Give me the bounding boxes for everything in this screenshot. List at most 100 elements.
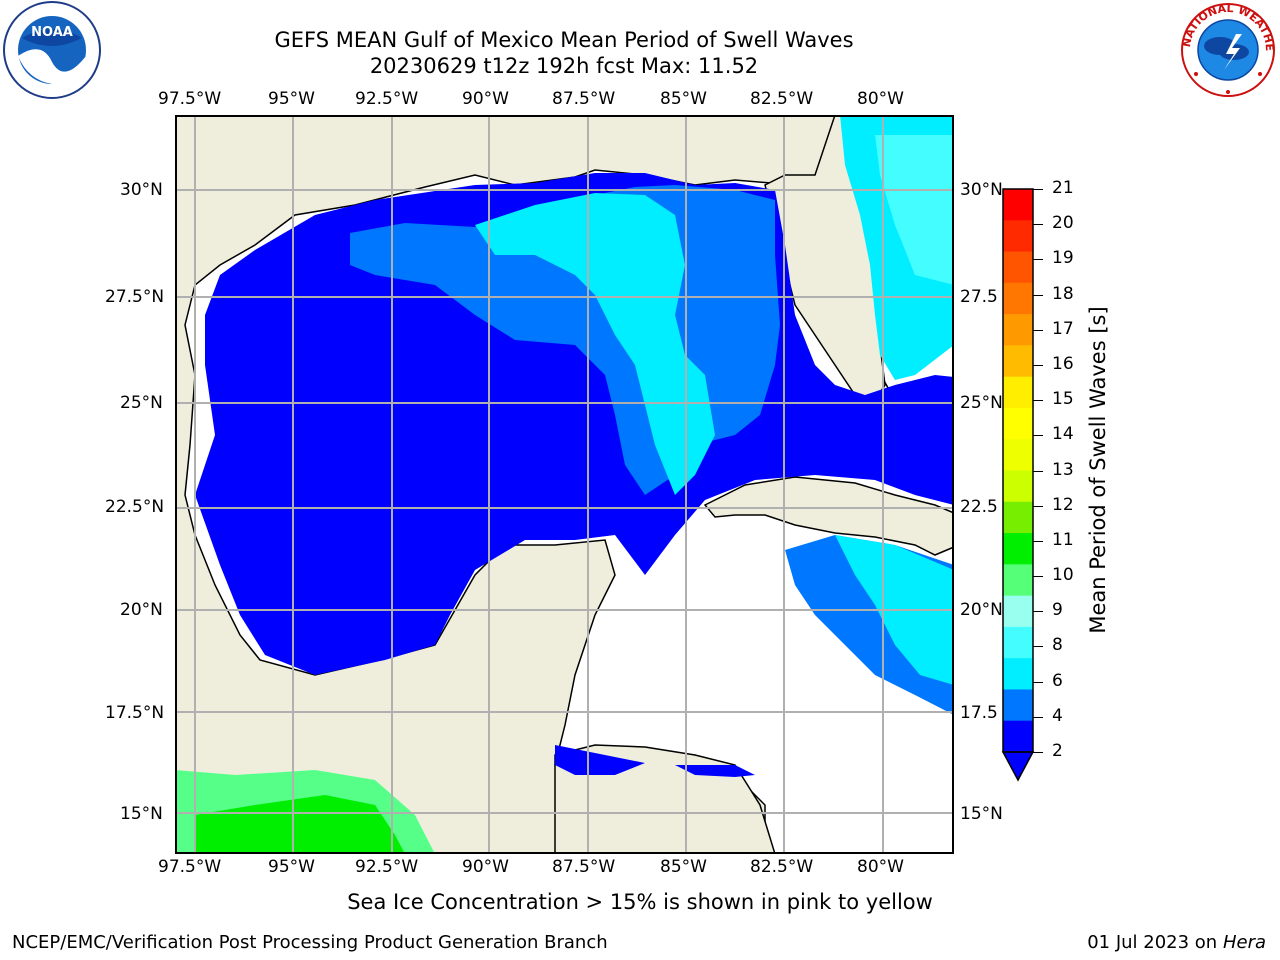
colorbar-tick-mark: [1033, 294, 1043, 296]
sea-ice-note: Sea Ice Concentration > 15% is shown in …: [347, 890, 933, 914]
map-frame: [175, 115, 954, 854]
swell-region-yucatan-east: [675, 765, 755, 777]
colorbar-segment: [1003, 533, 1033, 565]
colorbar-tick-label: 11: [1052, 529, 1074, 550]
colorbar-segment: [1003, 470, 1033, 503]
lon-label-top: 80°W: [857, 89, 904, 109]
plot-title-line1: GEFS MEAN Gulf of Mexico Mean Period of …: [274, 28, 854, 52]
lon-label-top: 95°W: [268, 89, 315, 109]
colorbar-segments: [1003, 189, 1033, 753]
lon-label-bottom: 82.5°W: [750, 857, 814, 877]
date-stamp: 01 Jul 2023 on Hera: [1087, 932, 1266, 953]
colorbar-tick-label: 10: [1052, 565, 1074, 586]
colorbar-tick-label: 6: [1052, 670, 1063, 691]
colorbar: [1001, 188, 1035, 782]
lat-label-left: 15°N: [120, 804, 163, 824]
plot-title-line2: 20230629 t12z 192h fcst Max: 11.52: [369, 54, 759, 78]
colorbar-tick-label: 19: [1052, 248, 1074, 269]
lon-label-bottom: 97.5°W: [158, 857, 222, 877]
lat-label-right: 17.5: [960, 703, 998, 723]
colorbar-tick-label: 14: [1052, 424, 1074, 445]
lon-label-top: 90°W: [462, 89, 509, 109]
colorbar-extend-arrow: [1001, 751, 1035, 782]
lon-label-bottom: 85°W: [660, 857, 707, 877]
lat-label-right: 15°N: [960, 804, 1003, 824]
lon-label-top: 87.5°W: [552, 89, 616, 109]
swell-region-atlantic-light: [875, 135, 954, 285]
graticule: [175, 115, 954, 854]
colorbar-tick-mark: [1033, 364, 1043, 366]
colorbar-tick-label: 20: [1052, 213, 1074, 234]
colorbar-tick-label: 18: [1052, 283, 1074, 304]
credit-text: NCEP/EMC/Verification Post Processing Pr…: [12, 932, 608, 953]
colorbar-segment: [1003, 376, 1033, 409]
lon-label-bottom: 87.5°W: [552, 857, 616, 877]
colorbar-tick-mark: [1033, 400, 1043, 402]
lat-label-left: 30°N: [120, 180, 163, 200]
lon-label-top: 85°W: [660, 89, 707, 109]
colorbar-tick-mark: [1033, 259, 1043, 261]
colorbar-tick-mark: [1033, 540, 1043, 542]
colorbar-tick-label: 17: [1052, 318, 1074, 339]
colorbar-tick-mark: [1033, 224, 1043, 226]
lat-label-left: 20°N: [120, 600, 163, 620]
lat-label-left: 27.5°N: [105, 287, 165, 307]
lon-label-top: 97.5°W: [158, 89, 222, 109]
colorbar-segment: [1003, 595, 1033, 628]
colorbar-tick-mark: [1033, 329, 1043, 331]
colorbar-segment: [1003, 189, 1033, 221]
colorbar-tick-label: 12: [1052, 494, 1074, 515]
colorbar-tick-label: 13: [1052, 459, 1074, 480]
lat-label-left: 22.5°N: [105, 497, 165, 517]
colorbar-segment: [1003, 658, 1033, 690]
colorbar-tick-label: 16: [1052, 353, 1074, 374]
colorbar-tick-mark: [1033, 681, 1043, 683]
lon-label-top: 82.5°W: [750, 89, 814, 109]
colorbar-tick-label: 2: [1052, 741, 1063, 761]
lon-label-bottom: 92.5°W: [355, 857, 419, 877]
date-text: 01 Jul 2023 on: [1087, 932, 1223, 953]
lat-label-left: 25°N: [120, 393, 163, 413]
colorbar-label: Mean Period of Swell Waves [s]: [1086, 306, 1110, 634]
colorbar-tick-label: 8: [1052, 635, 1063, 656]
lat-label-right: 25°N: [960, 393, 1003, 413]
swell-region-honduras: [555, 745, 645, 775]
map-panel: [175, 115, 954, 854]
lat-label-right: 27.5: [960, 287, 998, 307]
colorbar-tick-mark: [1033, 646, 1043, 648]
colorbar-tick-label: 15: [1052, 389, 1074, 410]
nws-logo: NATIONAL WEATHER SERVICE: [1176, 0, 1276, 97]
colorbar-segment: [1003, 720, 1033, 753]
colorbar-tick-label: 21: [1052, 178, 1074, 198]
lon-label-bottom: 80°W: [857, 857, 904, 877]
noaa-logo: NOAA: [3, 1, 101, 99]
colorbar-tick-label: 4: [1052, 705, 1063, 726]
lat-label-right: 30°N: [960, 180, 1003, 200]
colorbar-segment: [1003, 407, 1033, 440]
colorbar-segment: [1003, 626, 1033, 659]
colorbar-tick-mark: [1033, 752, 1043, 753]
colorbar-segment: [1003, 501, 1033, 534]
colorbar-segment: [1003, 345, 1033, 378]
colorbar-tick-mark: [1033, 470, 1043, 472]
colorbar-segment: [1003, 564, 1033, 597]
colorbar-segment: [1003, 689, 1033, 722]
lon-label-bottom: 95°W: [268, 857, 315, 877]
colorbar-tick-mark: [1033, 435, 1043, 437]
colorbar-segment: [1003, 439, 1033, 471]
lon-label-bottom: 90°W: [462, 857, 509, 877]
colorbar-segment: [1003, 220, 1033, 253]
lon-label-top: 92.5°W: [355, 89, 419, 109]
lat-label-right: 22.5: [960, 497, 998, 517]
colorbar-tick-mark: [1033, 716, 1043, 718]
machine-name: Hera: [1222, 932, 1266, 953]
colorbar-tick-mark: [1033, 189, 1043, 190]
lat-label-left: 17.5°N: [105, 703, 165, 723]
lat-label-right: 20°N: [960, 600, 1003, 620]
colorbar-segment: [1003, 282, 1033, 315]
land-cuba: [703, 476, 954, 556]
swell-region-6-8: [475, 193, 715, 495]
colorbar-segment: [1003, 251, 1033, 284]
colorbar-tick-label: 9: [1052, 600, 1063, 621]
swell-field: [175, 115, 954, 854]
